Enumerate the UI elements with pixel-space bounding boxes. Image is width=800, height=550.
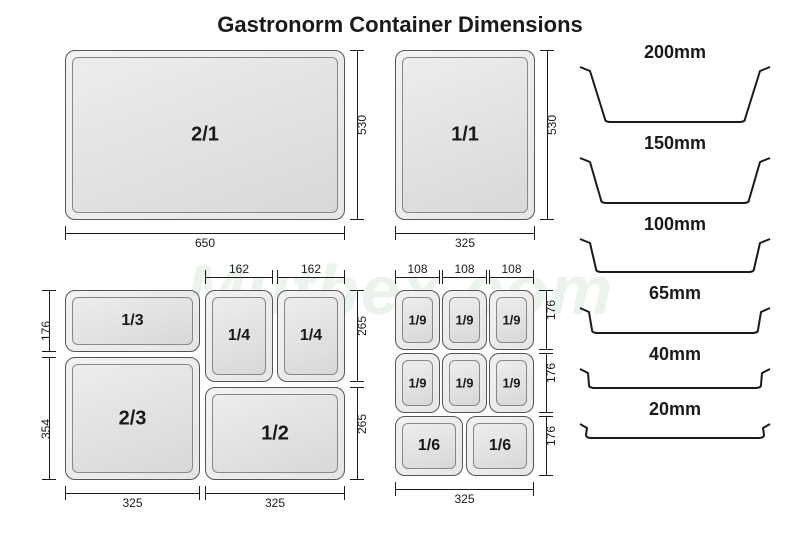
dim-v-176: 176 [537,290,557,350]
dim-h-108: 108 [395,268,440,296]
dim-label: 108 [395,262,440,276]
pan-label: 1/9 [443,376,486,391]
pan-1-3: 1/3 [65,290,200,352]
dim-h-325: 325 [395,480,534,508]
dim-label: 325 [395,492,534,506]
dim-h-162: 162 [205,268,273,296]
depth-label: 20mm [570,399,780,420]
dim-label: 176 [544,363,558,383]
depth-profile-20mm: 20mm [570,399,780,443]
pan-1-9: 1/9 [442,290,487,350]
pan-2-1: 2/1 [65,50,345,220]
pan-label: 1/1 [396,124,534,147]
depth-profile-icon [575,306,775,338]
dim-v-354: 354 [40,357,60,480]
pan-label: 1/9 [396,313,439,328]
dim-label: 162 [277,262,345,276]
pan-2-3: 2/3 [65,357,200,480]
pan-1-9: 1/9 [395,353,440,413]
depth-profile-150mm: 150mm [570,133,780,208]
pan-label: 1/9 [490,376,533,391]
pan-label: 1/6 [467,437,533,455]
pan-label: 1/9 [490,313,533,328]
dim-h-108: 108 [442,268,487,296]
dim-v-265: 265 [348,387,368,480]
dim-h-325: 325 [205,484,345,512]
dim-v-530: 530 [538,50,558,220]
pan-label: 2/1 [66,124,344,147]
pan-1-6: 1/6 [466,416,534,476]
dim-label: 176 [39,321,53,341]
dim-label: 325 [395,236,535,250]
pan-label: 2/3 [66,407,199,430]
dim-v-265: 265 [348,290,368,382]
dim-h-108: 108 [489,268,534,296]
dim-h-325: 325 [395,224,535,252]
dim-label: 265 [355,316,369,336]
depth-profile-icon [575,65,775,127]
dim-v-176: 176 [40,290,60,352]
dim-label: 108 [489,262,534,276]
dim-v-176: 176 [537,353,557,413]
dim-h-325: 325 [65,484,200,512]
dim-label: 176 [544,300,558,320]
dim-label: 530 [545,115,559,135]
pan-label: 1/4 [278,327,344,345]
pan-1-9: 1/9 [489,290,534,350]
pan-1-4: 1/4 [205,290,273,382]
depth-profile-icon [575,237,775,277]
depth-label: 40mm [570,344,780,365]
depth-profile-icon [575,367,775,393]
dim-label: 530 [355,115,369,135]
depth-profile-icon [575,156,775,208]
dim-h-650: 650 [65,224,345,252]
dim-h-162: 162 [277,268,345,296]
dim-label: 325 [65,496,200,510]
pan-1-2: 1/2 [205,387,345,480]
depth-label: 200mm [570,42,780,63]
pan-1-9: 1/9 [395,290,440,350]
dim-label: 162 [205,262,273,276]
pan-1-6: 1/6 [395,416,463,476]
depth-label: 150mm [570,133,780,154]
pan-1-4: 1/4 [277,290,345,382]
dim-v-530: 530 [348,50,368,220]
dim-label: 325 [205,496,345,510]
pan-label: 1/6 [396,437,462,455]
dim-v-176: 176 [537,416,557,476]
pan-label: 1/3 [66,312,199,330]
pan-label: 1/9 [443,313,486,328]
depth-profile-40mm: 40mm [570,344,780,393]
pan-label: 1/2 [206,422,344,445]
depth-profiles-column: 200mm 150mm 100mm 65mm 40mm 20mm [570,42,780,449]
pan-label: 1/4 [206,327,272,345]
dim-label: 108 [442,262,487,276]
pan-1-9: 1/9 [442,353,487,413]
depth-profile-icon [575,422,775,443]
pan-1-1: 1/1 [395,50,535,220]
dim-label: 354 [39,419,53,439]
dim-label: 176 [544,426,558,446]
depth-profile-200mm: 200mm [570,42,780,127]
dim-label: 650 [65,236,345,250]
depth-label: 65mm [570,283,780,304]
pan-1-9: 1/9 [489,353,534,413]
depth-profile-100mm: 100mm [570,214,780,277]
depth-profile-65mm: 65mm [570,283,780,338]
depth-label: 100mm [570,214,780,235]
pan-label: 1/9 [396,376,439,391]
dim-label: 265 [355,413,369,433]
